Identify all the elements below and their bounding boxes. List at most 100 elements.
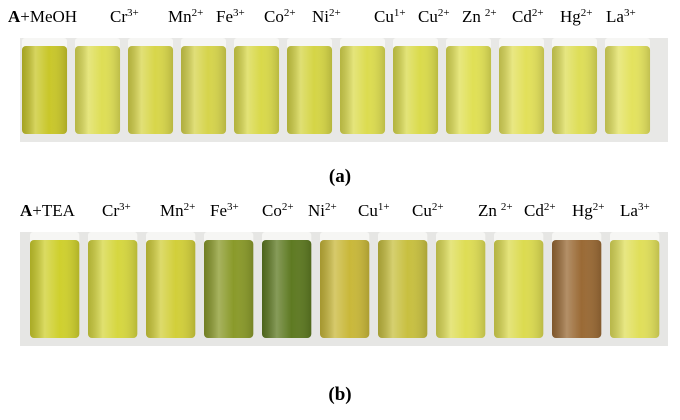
compound-label: A	[8, 7, 21, 26]
ion-charge: 2+	[581, 7, 593, 19]
vial-shine	[234, 46, 279, 134]
vial	[499, 38, 544, 134]
vial-shine	[340, 46, 385, 134]
ion-label: Co2+	[262, 201, 294, 220]
ion-charge: 2+	[485, 7, 497, 19]
ion-symbol: La	[606, 7, 624, 26]
ion-symbol: Cu	[418, 7, 438, 26]
ion-charge: 2+	[325, 201, 337, 213]
vial-shine	[552, 46, 597, 134]
vial	[340, 38, 385, 134]
ion-charge: 2+	[544, 201, 556, 213]
vial	[552, 232, 601, 338]
vial-shine	[610, 240, 659, 338]
vial	[234, 38, 279, 134]
ion-charge: 3+	[227, 201, 239, 213]
vial-shine	[320, 240, 369, 338]
ion-symbol: Hg	[572, 201, 593, 220]
ion-label: Fe3+	[216, 7, 245, 26]
panel-caption: (a)	[329, 166, 351, 187]
figure: A+MeOHCr3+Mn2+Fe3+Co2+Ni2+Cu1+Cu2+Zn2+Cd…	[0, 0, 680, 415]
ion-label: Cu2+	[412, 201, 444, 220]
vial	[446, 38, 491, 134]
vial-shine	[88, 240, 137, 338]
ion-symbol: Ni	[312, 7, 329, 26]
ion-symbol: Cr	[102, 201, 119, 220]
panel-label: A+TEA	[20, 201, 76, 220]
vial	[320, 232, 369, 338]
vial-shine	[204, 240, 253, 338]
ion-symbol: Zn	[462, 7, 481, 26]
vial	[22, 38, 67, 134]
ion-label: Hg2+	[560, 7, 593, 26]
ion-charge: 2+	[184, 201, 196, 213]
vial	[393, 38, 438, 134]
ion-charge: 2+	[282, 201, 294, 213]
solvent-label: +MeOH	[20, 7, 77, 26]
vial-shine	[30, 240, 79, 338]
vial	[287, 38, 332, 134]
ion-label: La3+	[620, 201, 650, 220]
ion-label: Cr3+	[110, 7, 139, 26]
ion-charge: 3+	[127, 7, 139, 19]
ion-symbol: Fe	[216, 7, 233, 26]
vial	[128, 38, 173, 134]
ion-symbol: Cu	[358, 201, 378, 220]
ion-symbol: Zn	[478, 201, 497, 220]
vial-shine	[146, 240, 195, 338]
vial	[75, 38, 120, 134]
ion-charge: 1+	[378, 201, 390, 213]
ion-label: Ni2+	[308, 201, 337, 220]
vial	[610, 232, 659, 338]
ion-charge: 3+	[233, 7, 245, 19]
vial-shine	[436, 240, 485, 338]
ion-charge: 2+	[532, 7, 544, 19]
vial	[436, 232, 485, 338]
vial-shine	[494, 240, 543, 338]
vial	[146, 232, 195, 338]
vial-shine	[75, 46, 120, 134]
ion-label: Cu1+	[374, 7, 406, 26]
vial	[494, 232, 543, 338]
ion-symbol: Cu	[412, 201, 432, 220]
ion-symbol: Mn	[168, 7, 192, 26]
ion-label: Mn2+	[168, 7, 203, 26]
ion-label: Co2+	[264, 7, 296, 26]
vial-shine	[287, 46, 332, 134]
ion-symbol: Cr	[110, 7, 127, 26]
ion-charge: 2+	[438, 7, 450, 19]
ion-label: Zn 2+	[462, 7, 497, 26]
ion-charge: 2+	[501, 201, 513, 213]
solvent-label: +TEA	[32, 201, 75, 220]
ion-label: La3+	[606, 7, 636, 26]
ion-label: Cr3+	[102, 201, 131, 220]
ion-label: Ni2+	[312, 7, 341, 26]
vial	[552, 38, 597, 134]
vial-shine	[378, 240, 427, 338]
ion-symbol: Cd	[524, 201, 544, 220]
vial-shine	[499, 46, 544, 134]
ion-label: Hg2+	[572, 201, 605, 220]
ion-symbol: Co	[262, 201, 282, 220]
ion-charge: 2+	[329, 7, 341, 19]
vial-shine	[22, 46, 67, 134]
ion-symbol: Cu	[374, 7, 394, 26]
vial	[181, 38, 226, 134]
ion-charge: 2+	[192, 7, 204, 19]
ion-label: Mn2+	[160, 201, 195, 220]
vial-shine	[181, 46, 226, 134]
ion-charge: 3+	[624, 7, 636, 19]
ion-symbol: Mn	[160, 201, 184, 220]
vial	[204, 232, 253, 338]
ion-charge: 2+	[284, 7, 296, 19]
ion-label: Fe3+	[210, 201, 239, 220]
vial	[88, 232, 137, 338]
ion-symbol: Hg	[560, 7, 581, 26]
vial-shine	[605, 46, 650, 134]
vial-shine	[128, 46, 173, 134]
vial	[262, 232, 311, 338]
ion-charge: 1+	[394, 7, 406, 19]
ion-label: Zn 2+	[478, 201, 513, 220]
ion-symbol: Fe	[210, 201, 227, 220]
ion-label: Cd2+	[512, 7, 544, 26]
